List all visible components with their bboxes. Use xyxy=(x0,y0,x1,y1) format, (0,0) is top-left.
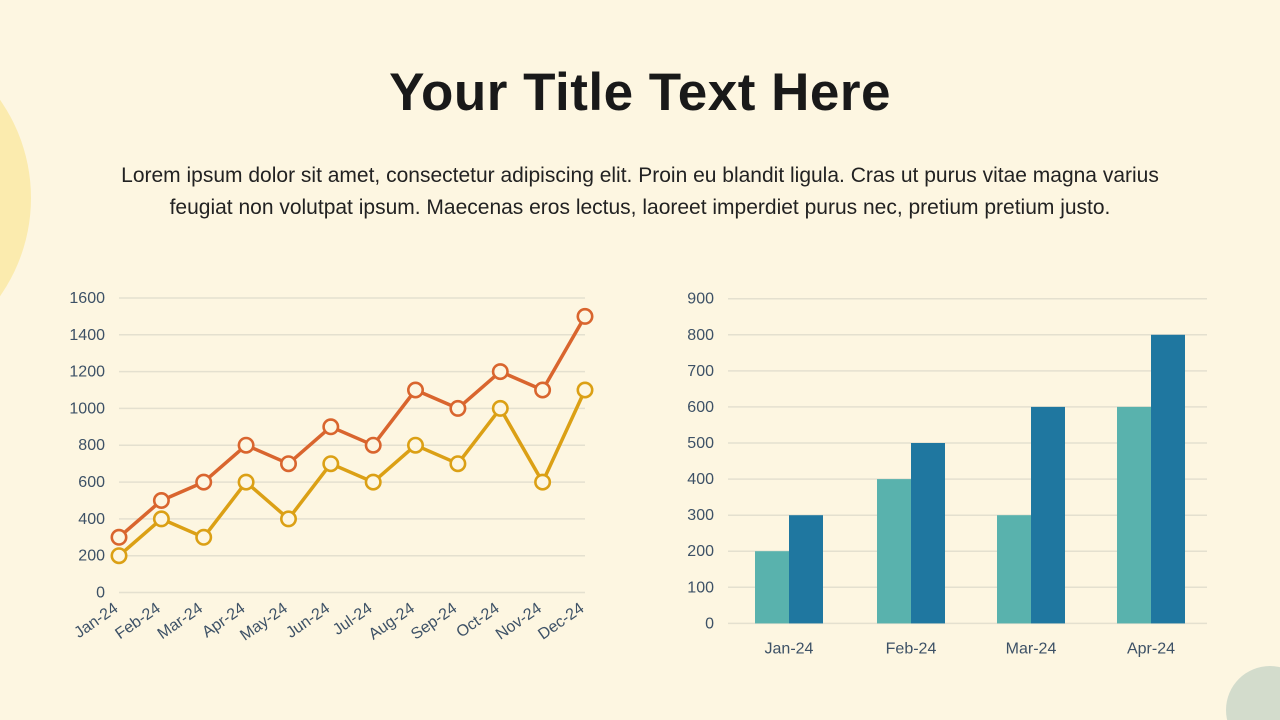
svg-text:400: 400 xyxy=(687,471,714,488)
svg-text:600: 600 xyxy=(687,399,714,416)
svg-text:1600: 1600 xyxy=(69,290,105,307)
svg-text:0: 0 xyxy=(96,585,105,602)
svg-text:Apr-24: Apr-24 xyxy=(1127,640,1175,657)
svg-text:Mar-24: Mar-24 xyxy=(1006,640,1057,657)
svg-text:Feb-24: Feb-24 xyxy=(886,640,937,657)
svg-text:Jun-24: Jun-24 xyxy=(283,600,333,642)
svg-text:Nov-24: Nov-24 xyxy=(493,600,545,644)
svg-text:1000: 1000 xyxy=(69,400,105,417)
svg-text:Feb-24: Feb-24 xyxy=(112,600,163,643)
svg-text:Jan-24: Jan-24 xyxy=(71,600,121,642)
svg-text:Jan-24: Jan-24 xyxy=(765,640,814,657)
svg-text:Mar-24: Mar-24 xyxy=(155,600,206,643)
svg-text:300: 300 xyxy=(687,507,714,524)
svg-text:Sep-24: Sep-24 xyxy=(408,600,460,644)
svg-text:800: 800 xyxy=(78,437,105,454)
svg-text:200: 200 xyxy=(78,548,105,565)
svg-text:0: 0 xyxy=(705,615,714,632)
svg-text:Aug-24: Aug-24 xyxy=(366,600,418,644)
svg-text:700: 700 xyxy=(687,363,714,380)
svg-text:Dec-24: Dec-24 xyxy=(535,600,587,644)
svg-text:900: 900 xyxy=(687,291,714,308)
svg-text:800: 800 xyxy=(687,327,714,344)
svg-text:Oct-24: Oct-24 xyxy=(454,600,503,642)
svg-text:500: 500 xyxy=(687,435,714,452)
svg-text:1400: 1400 xyxy=(69,327,105,344)
svg-text:May-24: May-24 xyxy=(237,600,291,645)
svg-text:100: 100 xyxy=(687,579,714,596)
svg-text:600: 600 xyxy=(78,474,105,491)
svg-text:1200: 1200 xyxy=(69,364,105,381)
svg-text:200: 200 xyxy=(687,543,714,560)
svg-text:400: 400 xyxy=(78,511,105,528)
